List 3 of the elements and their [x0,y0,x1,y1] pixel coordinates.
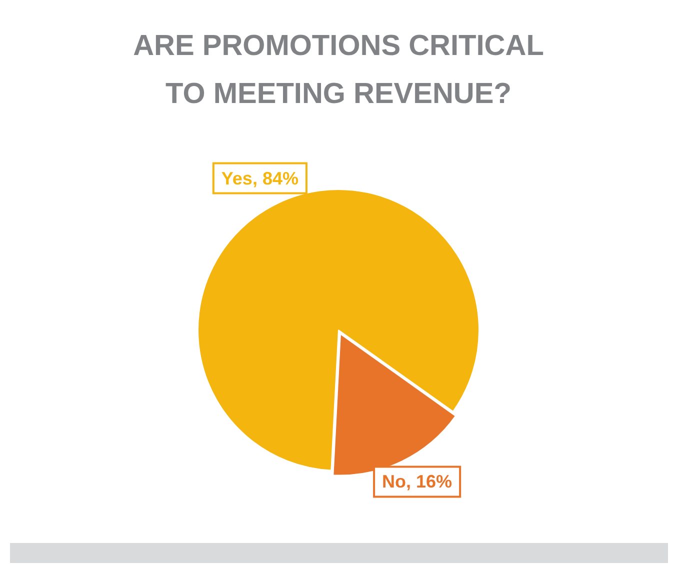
slice-label: Yes, 84% [221,168,298,188]
slice-label: No, 16% [382,472,452,492]
chart-title: ARE PROMOTIONS CRITICAL TO MEETING REVENUE? [132,29,545,112]
